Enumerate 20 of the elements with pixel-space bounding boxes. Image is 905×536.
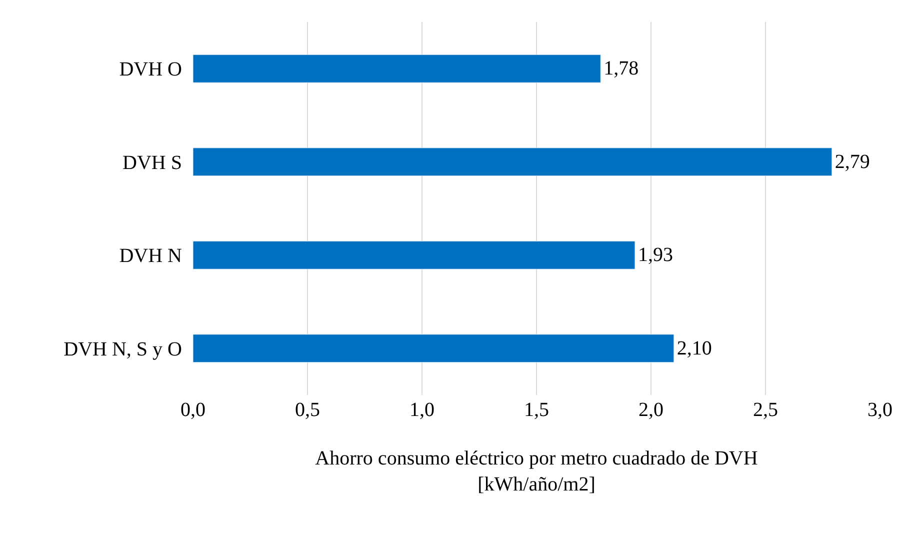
- x-axis-title: Ahorro consumo eléctrico por metro cuadrado de DVH [kWh/año/m2]: [315, 448, 758, 496]
- x-tick-label: 0,5: [295, 399, 320, 421]
- x-tick-label: 1,5: [524, 399, 549, 421]
- x-tick-label: 1,0: [410, 399, 434, 421]
- data-label: 1,78: [604, 58, 639, 80]
- x-tick-label: 3,0: [868, 399, 892, 421]
- y-tick-label: DVH N, S y O: [64, 338, 182, 360]
- bar: [193, 54, 601, 83]
- x-tick-label: 2,0: [638, 399, 664, 421]
- y-tick-label: DVH N: [119, 245, 182, 268]
- data-label: 1,93: [638, 244, 673, 266]
- bar: [193, 240, 636, 270]
- y-tick-label: DVH S: [122, 152, 182, 174]
- bar: [193, 148, 832, 176]
- data-label: 2,10: [676, 337, 712, 360]
- data-label: 2,79: [834, 150, 870, 173]
- bar: [193, 334, 674, 363]
- x-tick-label: 2,5: [753, 399, 778, 421]
- y-tick-label: DVH O: [119, 58, 182, 81]
- x-tick-label: 0,0: [180, 399, 206, 421]
